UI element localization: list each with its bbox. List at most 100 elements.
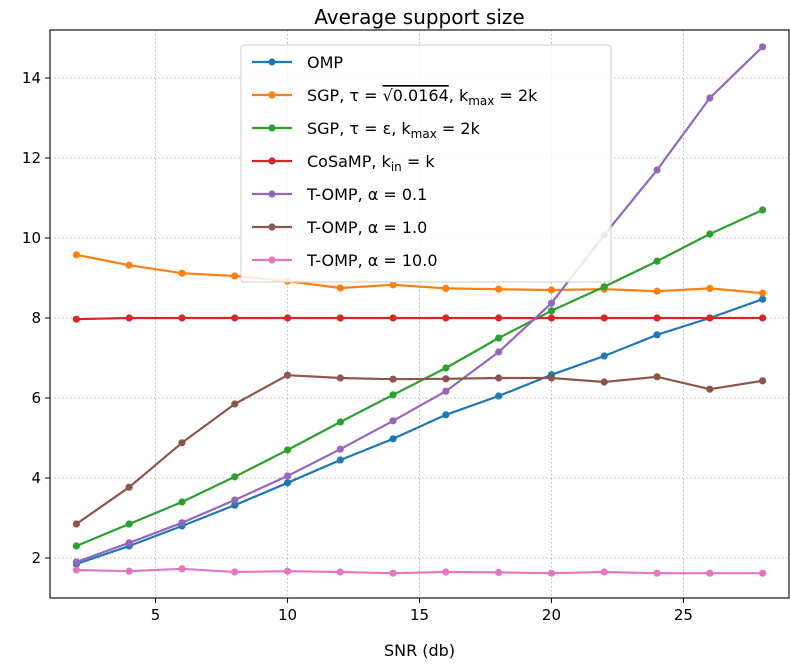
legend-item: SGP, τ = ε, kmax = 2k [252, 119, 481, 141]
data-point [547, 374, 556, 382]
y-tick-label: 4 [31, 469, 41, 487]
data-point [600, 283, 608, 291]
legend-marker [268, 190, 276, 198]
x-axis-label: SNR (db) [384, 641, 455, 660]
legend-item: OMP [252, 53, 343, 72]
data-point [178, 269, 186, 277]
legend-label: T-OMP, α = 10.0 [306, 251, 438, 270]
data-point [125, 567, 133, 575]
data-point [495, 334, 503, 342]
data-point [231, 496, 239, 504]
legend-text-part: SGP, τ = ε, k [307, 119, 411, 138]
data-point [759, 377, 767, 385]
data-point [442, 387, 450, 395]
data-point [178, 519, 186, 527]
data-point [283, 446, 292, 454]
data-point [231, 400, 239, 408]
data-point [759, 569, 767, 577]
y-tick-label: 6 [31, 389, 41, 407]
data-point [178, 498, 186, 506]
data-point [653, 314, 661, 322]
x-tick-label: 15 [410, 606, 429, 624]
data-point [389, 314, 397, 322]
series-1 [72, 251, 767, 297]
legend-item: T-OMP, α = 0.1 [252, 185, 427, 204]
data-point [231, 568, 239, 576]
chart-title: Average support size [314, 5, 524, 29]
data-point [283, 479, 292, 487]
data-point [231, 501, 239, 509]
legend-text-part: √0.0164 [383, 86, 449, 105]
y-tick-label: 10 [22, 229, 41, 247]
legend-text-part: CoSaMP, k [307, 152, 392, 171]
series-5 [72, 371, 767, 528]
legend-subscript: in [391, 160, 402, 174]
legend-box [240, 44, 612, 283]
data-point [336, 568, 344, 576]
data-point [495, 348, 503, 356]
data-point [336, 374, 344, 382]
data-point [72, 315, 80, 323]
x-tick-label: 5 [151, 606, 161, 624]
data-point [600, 568, 608, 576]
data-point [706, 230, 714, 238]
data-point [283, 567, 292, 575]
data-point [125, 261, 133, 269]
legend-marker [268, 223, 276, 231]
data-point [600, 378, 608, 386]
x-tick-label: 20 [542, 606, 561, 624]
y-tick-label: 2 [31, 549, 41, 567]
y-tick-label: 14 [22, 69, 41, 87]
data-point [653, 287, 661, 295]
data-point [283, 314, 292, 322]
legend-label: SGP, τ = √0.0164, kmax = 2k [307, 86, 538, 108]
legend-text-part: T-OMP, α = 10.0 [306, 251, 438, 270]
series-line [76, 567, 763, 575]
legend-marker [268, 256, 276, 264]
legend-marker [268, 157, 276, 165]
data-point [653, 331, 661, 339]
data-point [336, 445, 344, 453]
data-point [600, 352, 608, 360]
data-point [442, 568, 450, 576]
data-point [125, 314, 133, 322]
legend-item: T-OMP, α = 1.0 [252, 218, 427, 237]
data-point [759, 206, 767, 214]
data-point [442, 314, 450, 322]
data-point [72, 558, 80, 566]
legend-marker [268, 124, 276, 132]
legend-label: SGP, τ = ε, kmax = 2k [307, 119, 481, 141]
legend-label: CoSaMP, kin = k [307, 152, 435, 174]
legend-item: CoSaMP, kin = k [252, 152, 435, 174]
legend-label: T-OMP, α = 0.1 [306, 185, 427, 204]
data-point [495, 314, 503, 322]
legend-subscript: max [411, 127, 437, 141]
legend-label: T-OMP, α = 1.0 [306, 218, 427, 237]
y-tick-label: 12 [22, 149, 41, 167]
data-point [653, 166, 661, 174]
legend: OMP SGP, τ = √0.0164, kmax = 2k SGP, τ = ε… [240, 44, 612, 283]
legend-item: SGP, τ = √0.0164, kmax = 2k [252, 86, 538, 108]
data-point [72, 520, 80, 528]
data-point [125, 520, 133, 528]
legend-item: T-OMP, α = 10.0 [252, 251, 438, 270]
data-point [653, 257, 661, 265]
data-point [178, 565, 186, 573]
data-point [336, 456, 344, 464]
data-point [706, 284, 714, 292]
legend-text-part: T-OMP, α = 1.0 [306, 218, 427, 237]
data-point [547, 314, 556, 322]
data-point [231, 314, 239, 322]
data-point [442, 284, 450, 292]
data-point [389, 281, 397, 289]
data-point [389, 569, 397, 577]
legend-text-part: = 2k [437, 119, 481, 138]
axis-ticks: 5 10 15 20 25 2 4 6 8 10 12 14 [22, 69, 693, 624]
data-point [653, 569, 661, 577]
data-point [759, 289, 767, 297]
data-point [600, 314, 608, 322]
data-point [283, 472, 292, 480]
series-line [76, 316, 763, 321]
data-point [125, 483, 133, 491]
